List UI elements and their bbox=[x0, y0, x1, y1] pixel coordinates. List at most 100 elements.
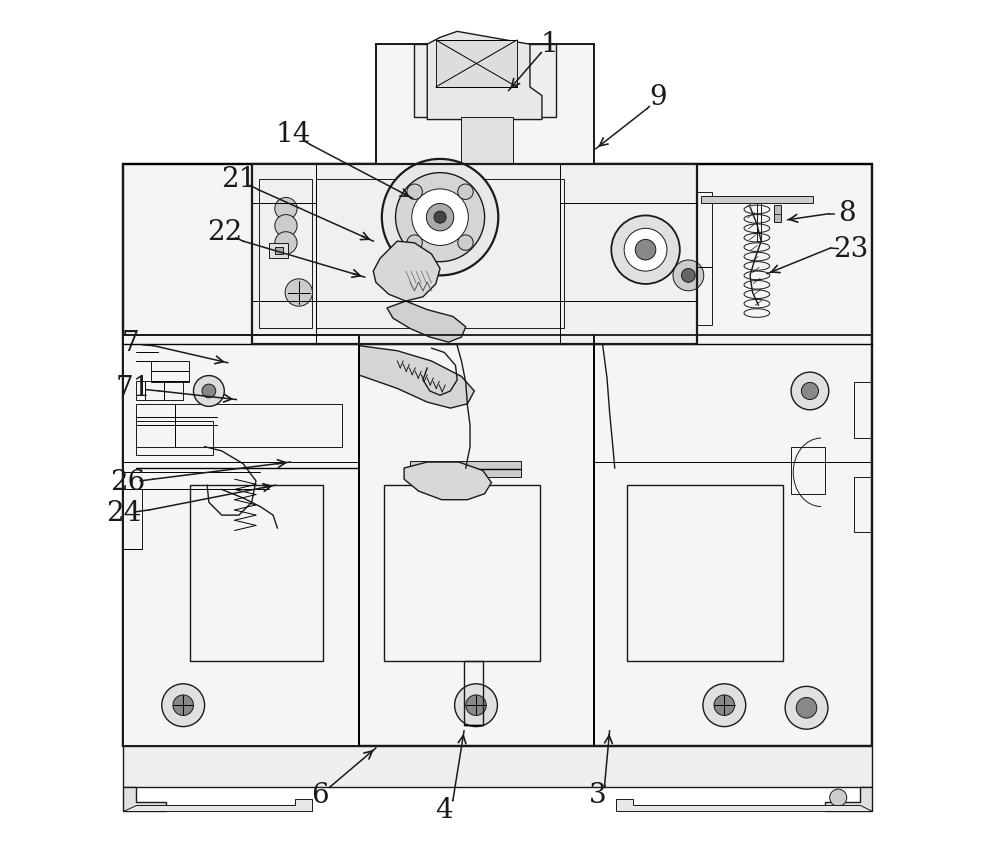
Text: 22: 22 bbox=[207, 219, 242, 246]
Bar bbox=[194, 521, 247, 533]
Circle shape bbox=[635, 240, 656, 260]
Text: 6: 6 bbox=[311, 783, 329, 809]
Circle shape bbox=[714, 695, 735, 716]
Circle shape bbox=[785, 686, 828, 729]
Text: 8: 8 bbox=[838, 200, 856, 228]
Bar bbox=[190, 485, 323, 661]
Bar bbox=[136, 421, 213, 455]
Bar bbox=[194, 569, 247, 580]
Circle shape bbox=[434, 211, 446, 223]
Bar bbox=[389, 545, 453, 557]
Circle shape bbox=[791, 372, 829, 410]
Polygon shape bbox=[373, 241, 440, 301]
Circle shape bbox=[455, 684, 497, 727]
Circle shape bbox=[407, 184, 422, 199]
Circle shape bbox=[673, 260, 704, 291]
Bar bbox=[697, 192, 712, 325]
Bar bbox=[254, 593, 312, 604]
Bar bbox=[436, 40, 517, 87]
Bar bbox=[389, 497, 453, 509]
Text: 1: 1 bbox=[541, 31, 559, 58]
Bar bbox=[459, 593, 534, 604]
Bar bbox=[151, 361, 189, 382]
Bar bbox=[123, 164, 872, 746]
Circle shape bbox=[162, 684, 205, 727]
Bar bbox=[254, 521, 312, 533]
Circle shape bbox=[801, 382, 819, 399]
Circle shape bbox=[275, 198, 297, 220]
Bar bbox=[701, 545, 774, 557]
Bar bbox=[459, 569, 534, 580]
Bar bbox=[594, 335, 872, 746]
Circle shape bbox=[830, 789, 847, 807]
Text: 23: 23 bbox=[833, 236, 869, 263]
Bar bbox=[701, 521, 774, 533]
Bar bbox=[123, 164, 872, 746]
Polygon shape bbox=[616, 800, 872, 811]
Bar bbox=[631, 617, 695, 628]
Bar bbox=[701, 497, 774, 509]
Text: 24: 24 bbox=[106, 500, 141, 527]
Bar bbox=[194, 593, 247, 604]
Bar bbox=[123, 490, 142, 550]
Circle shape bbox=[458, 235, 473, 250]
Bar bbox=[461, 117, 513, 164]
Bar bbox=[254, 617, 312, 628]
Circle shape bbox=[703, 684, 746, 727]
Bar bbox=[701, 569, 774, 580]
Bar bbox=[459, 641, 534, 652]
Bar bbox=[414, 44, 556, 117]
Bar bbox=[376, 44, 594, 164]
Bar bbox=[701, 617, 774, 628]
Bar bbox=[854, 382, 872, 438]
Bar bbox=[275, 247, 283, 254]
Circle shape bbox=[173, 695, 193, 716]
Text: 14: 14 bbox=[275, 120, 310, 148]
Bar bbox=[631, 593, 695, 604]
Bar bbox=[459, 521, 534, 533]
Circle shape bbox=[382, 159, 498, 276]
Circle shape bbox=[458, 184, 473, 199]
Text: 26: 26 bbox=[110, 469, 145, 497]
Bar bbox=[269, 243, 288, 259]
Bar bbox=[389, 641, 453, 652]
Circle shape bbox=[682, 269, 695, 283]
Bar bbox=[359, 335, 594, 746]
Bar bbox=[459, 545, 534, 557]
Bar bbox=[259, 179, 312, 328]
Polygon shape bbox=[336, 345, 474, 408]
Bar bbox=[123, 335, 359, 746]
Bar bbox=[252, 164, 697, 344]
Bar bbox=[252, 164, 697, 344]
Circle shape bbox=[396, 173, 485, 262]
Bar bbox=[464, 661, 483, 725]
Bar bbox=[389, 593, 453, 604]
Bar bbox=[194, 497, 247, 509]
Polygon shape bbox=[123, 800, 312, 811]
Bar bbox=[194, 545, 247, 557]
Bar bbox=[194, 617, 247, 628]
Bar bbox=[459, 497, 534, 509]
Polygon shape bbox=[427, 32, 542, 119]
Circle shape bbox=[285, 279, 312, 306]
Bar bbox=[194, 641, 247, 652]
Bar bbox=[123, 335, 359, 746]
Bar bbox=[389, 521, 453, 533]
Bar bbox=[631, 497, 695, 509]
Circle shape bbox=[624, 228, 667, 271]
Bar bbox=[631, 641, 695, 652]
Circle shape bbox=[275, 232, 297, 254]
Bar bbox=[384, 485, 540, 661]
Bar bbox=[410, 461, 521, 477]
Bar bbox=[459, 617, 534, 628]
Circle shape bbox=[193, 375, 224, 406]
Bar bbox=[631, 521, 695, 533]
Text: 3: 3 bbox=[589, 783, 606, 809]
Bar bbox=[701, 593, 774, 604]
Text: 21: 21 bbox=[221, 166, 257, 193]
Bar bbox=[252, 164, 697, 344]
Circle shape bbox=[796, 698, 817, 718]
Polygon shape bbox=[825, 788, 872, 811]
Bar bbox=[136, 381, 183, 399]
Text: 71: 71 bbox=[116, 375, 151, 402]
